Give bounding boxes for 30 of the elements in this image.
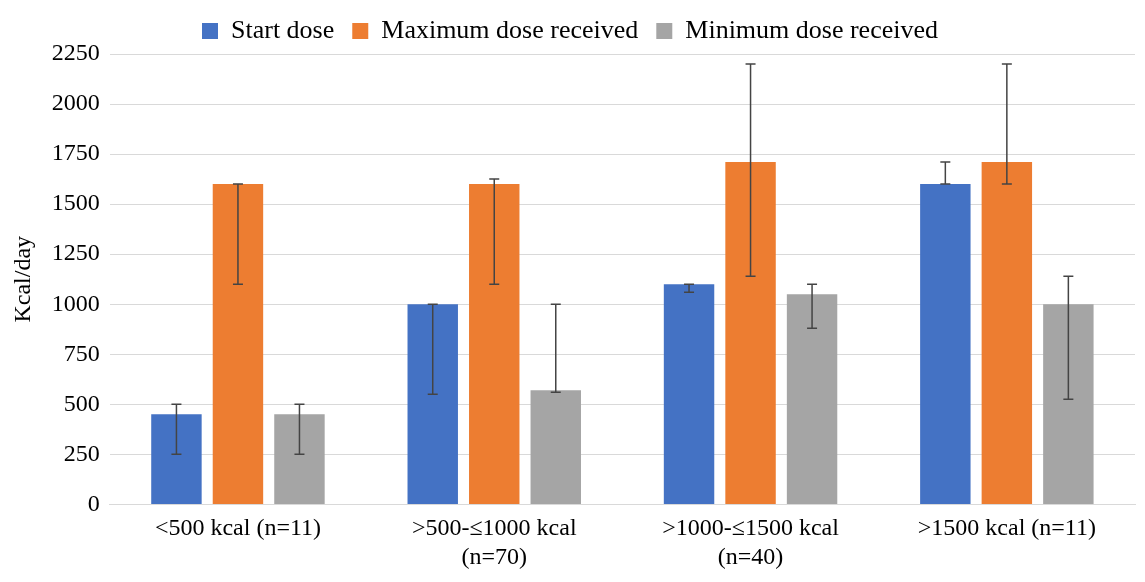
x-tick-label: >1500 kcal (n=11) bbox=[917, 514, 1096, 541]
y-tick-label: 250 bbox=[63, 439, 100, 466]
bar bbox=[725, 162, 776, 504]
bar bbox=[530, 390, 581, 504]
bar bbox=[407, 304, 458, 504]
legend-label: Start dose bbox=[231, 14, 335, 44]
y-tick-label: 1750 bbox=[51, 139, 100, 166]
bar bbox=[212, 184, 264, 504]
bar bbox=[920, 184, 971, 504]
bar bbox=[274, 414, 325, 504]
y-tick-label: 2250 bbox=[51, 39, 100, 66]
y-tick-label: 0 bbox=[87, 489, 100, 516]
y-tick-label: 1250 bbox=[51, 239, 100, 266]
bar bbox=[786, 294, 838, 504]
y-tick-label: 750 bbox=[63, 339, 100, 366]
bar bbox=[1043, 304, 1094, 504]
bar bbox=[151, 414, 202, 504]
bar bbox=[981, 162, 1033, 504]
y-tick-label: 1000 bbox=[51, 289, 100, 316]
bar bbox=[469, 184, 520, 504]
legend-label: Maximum dose received bbox=[381, 14, 639, 44]
y-tick-label: 2000 bbox=[51, 89, 100, 116]
x-tick-label: >500-≤1000 kcal (n=70) bbox=[411, 514, 577, 569]
x-tick-label: >1000-≤1500 kcal (n=40) bbox=[662, 514, 840, 569]
y-tick-label: 1500 bbox=[51, 189, 100, 216]
y-tick-label: 500 bbox=[63, 389, 100, 416]
legend-label: Minimum dose received bbox=[685, 14, 939, 44]
y-axis-title: Kcal/day bbox=[8, 235, 35, 323]
x-tick-label: <500 kcal (n=11) bbox=[154, 514, 322, 541]
bar bbox=[663, 284, 715, 504]
